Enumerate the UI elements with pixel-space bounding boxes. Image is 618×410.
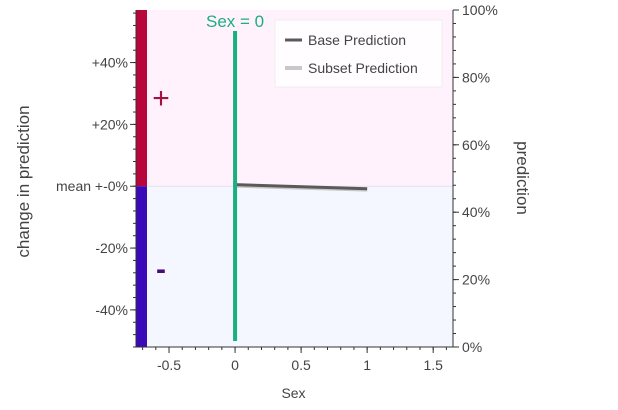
right-tick-label: 60% xyxy=(462,137,490,153)
value-marker: Sex = 0 xyxy=(206,12,264,341)
sign-bars: +- xyxy=(136,10,170,347)
plus-sign: + xyxy=(152,82,170,115)
legend-box xyxy=(274,19,443,88)
legend: Base Prediction Subset Prediction xyxy=(274,19,443,88)
left-tick-label: +40% xyxy=(92,55,128,71)
negative-region xyxy=(136,186,453,347)
minus-sign: - xyxy=(156,253,166,286)
negative-bar xyxy=(136,186,147,347)
right-tick-label: 80% xyxy=(462,69,490,85)
bottom-tick-label: 1 xyxy=(363,357,371,373)
series-lines xyxy=(235,183,368,192)
left-tick-label: mean +-0% xyxy=(56,178,128,194)
left-tick-label: +20% xyxy=(92,116,128,132)
x-axis-title: Sex xyxy=(281,385,305,401)
right-tick-label: 0% xyxy=(462,339,482,355)
bottom-tick-label: -0.5 xyxy=(157,357,181,373)
bottom-tick-label: 1.5 xyxy=(423,357,443,373)
axes: +40%+20%mean +-0%-20%-40%100%80%60%40%20… xyxy=(56,2,498,373)
legend-label: Base Prediction xyxy=(308,32,406,48)
left-tick-label: -40% xyxy=(95,302,128,318)
right-tick-label: 20% xyxy=(462,272,490,288)
right-tick-label: 100% xyxy=(462,2,498,18)
left-tick-label: -20% xyxy=(95,240,128,256)
bottom-tick-label: 0.5 xyxy=(291,357,311,373)
y-right-axis-title: prediction xyxy=(513,141,532,215)
positive-bar xyxy=(136,10,147,187)
bottom-tick-label: 0 xyxy=(231,357,239,373)
series-line-base-prediction xyxy=(235,183,368,191)
marker-label: Sex = 0 xyxy=(206,12,264,31)
legend-label: Subset Prediction xyxy=(308,60,418,76)
axis-labels: Sex change in prediction prediction xyxy=(14,105,532,401)
y-left-axis-title: change in prediction xyxy=(14,105,33,257)
right-tick-label: 40% xyxy=(462,204,490,220)
